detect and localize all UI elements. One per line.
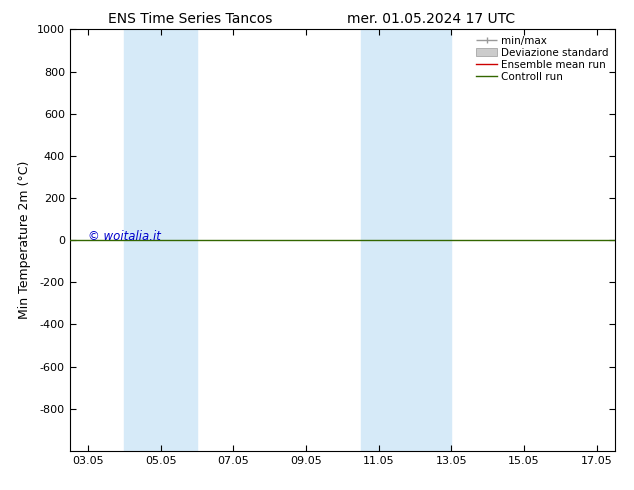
Bar bbox=[124, 29, 197, 451]
Text: mer. 01.05.2024 17 UTC: mer. 01.05.2024 17 UTC bbox=[347, 12, 515, 26]
Bar bbox=[361, 29, 451, 451]
Text: © woitalia.it: © woitalia.it bbox=[88, 229, 161, 243]
Legend: min/max, Deviazione standard, Ensemble mean run, Controll run: min/max, Deviazione standard, Ensemble m… bbox=[472, 31, 613, 86]
Y-axis label: Min Temperature 2m (°C): Min Temperature 2m (°C) bbox=[18, 161, 31, 319]
Text: ENS Time Series Tancos: ENS Time Series Tancos bbox=[108, 12, 273, 26]
